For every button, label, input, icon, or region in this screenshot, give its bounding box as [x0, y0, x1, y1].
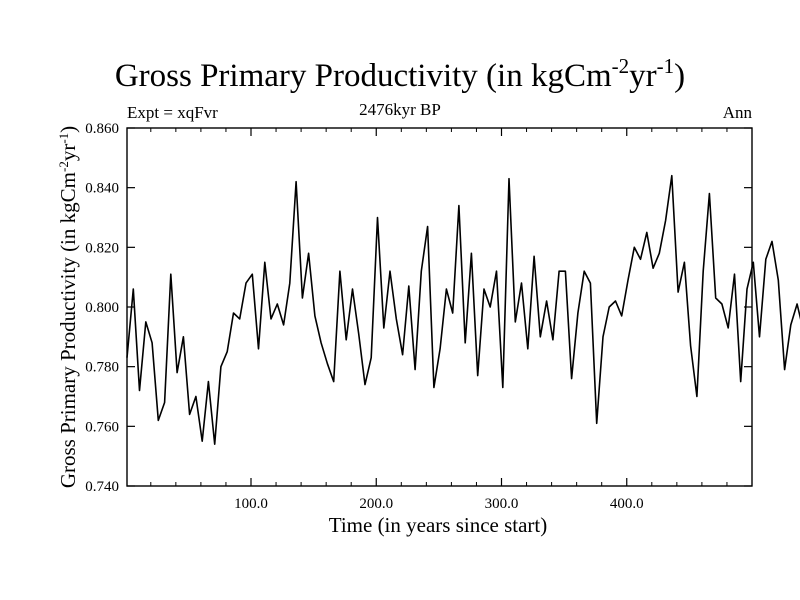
y-tick-label: 0.860 — [85, 121, 119, 137]
y-tick-label: 0.840 — [85, 181, 119, 197]
experiment-label: Expt = xqFvr — [127, 103, 218, 122]
y-tick-label: 0.820 — [85, 240, 119, 256]
plot-frame — [126, 127, 753, 487]
x-tick-label: 300.0 — [485, 496, 519, 512]
x-tick-label: 100.0 — [234, 496, 268, 512]
season-label: Ann — [722, 103, 752, 122]
series-line — [126, 174, 800, 446]
chart-title: Gross Primary Productivity (in kgCm-2yr-… — [114, 54, 686, 95]
y-tick-label: 0.800 — [85, 300, 119, 316]
y-tick-label: 0.760 — [85, 419, 119, 435]
axes-layer: 0.740 0.760 0.780 0.800 0.820 0.840 0.860 100.0… — [85, 121, 753, 512]
x-axis-label: Time (in years since start) — [329, 513, 548, 537]
y-tick-label: 0.780 — [85, 360, 119, 376]
y-tick-label: 0.740 — [85, 479, 119, 495]
x-tick-label: 400.0 — [610, 496, 644, 512]
x-tick-label: 200.0 — [359, 496, 393, 512]
series-layer — [126, 174, 800, 446]
chart-subtitle: 2476kyr BP — [359, 100, 441, 119]
y-axis-label: Gross Primary Productivity (in kgCm-2yr-… — [56, 126, 81, 488]
